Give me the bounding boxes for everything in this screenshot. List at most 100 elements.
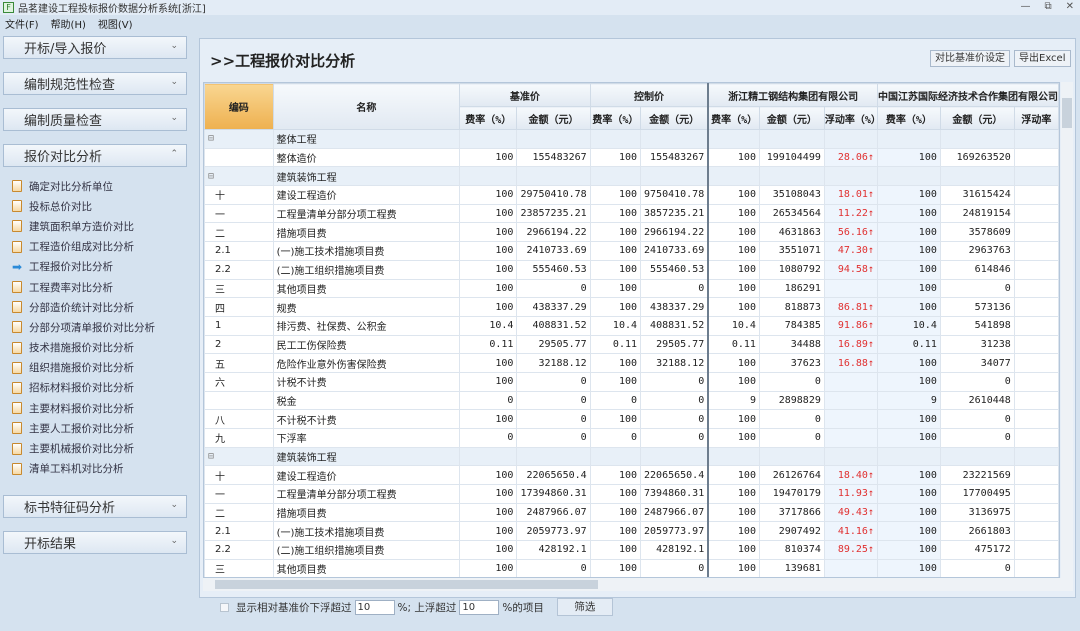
section-results[interactable]: 开标结果 ⌄ bbox=[3, 531, 187, 554]
table-row[interactable]: 2.2 (二)施工组织措施项目费 100 428192.1 100 428192.1 100… bbox=[204, 540, 1059, 560]
down-threshold-input[interactable]: 10 bbox=[354, 599, 395, 615]
expand-toggle-icon[interactable]: ⊟ bbox=[204, 446, 274, 467]
table-row[interactable]: 税金 0 0 0 0 9 2898829 9 2610448 bbox=[204, 390, 1059, 411]
cell-company2-float bbox=[1013, 558, 1059, 577]
vertical-scrollbar[interactable] bbox=[1061, 82, 1073, 578]
table-row[interactable]: 三其他项目费 100 0 100 0 100 139681 100 0 bbox=[204, 558, 1059, 577]
table-row[interactable]: 2.2 (二)施工组织措施项目费 100 555460.53 100 555460.53 1… bbox=[204, 259, 1059, 280]
table-row[interactable]: 十建设工程造价 100 29750410.78 100 9750410.78 100 351… bbox=[204, 185, 1059, 205]
table-row[interactable]: 十建设工程造价 100 22065650.4 100 22065650.4 100 2612… bbox=[204, 465, 1059, 486]
cell-company2-float bbox=[1013, 222, 1059, 243]
nav-item[interactable]: 工程费率对比分析 bbox=[12, 277, 155, 297]
nav-item[interactable]: 工程造价组成对比分析 bbox=[12, 237, 155, 257]
menu-help[interactable]: 帮助(H) bbox=[50, 20, 86, 31]
scroll-thumb[interactable] bbox=[215, 580, 598, 589]
cell-code: 八 bbox=[204, 409, 274, 429]
nav-item[interactable]: 分部造价统计对比分析 bbox=[12, 297, 155, 317]
show-filter-checkbox[interactable] bbox=[220, 602, 229, 612]
nav-item[interactable]: 清单工料机对比分析 bbox=[12, 459, 155, 479]
table-row[interactable]: 整体造价 100 155483267 100 155483267 100 199104499… bbox=[204, 147, 1059, 168]
section-price-compare[interactable]: 报价对比分析 ⌃ bbox=[3, 144, 187, 167]
nav-item-label: 分部造价统计对比分析 bbox=[29, 301, 134, 314]
table-row[interactable]: 八不计税不计费 100 0 100 0 100 0 100 0 bbox=[204, 409, 1059, 429]
cell-company1-amount: 199104499 bbox=[758, 147, 825, 168]
nav-item[interactable]: 主要机械报价对比分析 bbox=[12, 438, 155, 458]
nav-item[interactable]: 主要材料报价对比分析 bbox=[12, 398, 155, 418]
nav-item[interactable]: 技术措施报价对比分析 bbox=[12, 338, 155, 358]
horizontal-scrollbar[interactable] bbox=[203, 578, 1073, 591]
cell-baseline-rate: 100 bbox=[459, 222, 518, 243]
nav-item[interactable]: 分部分项清单报价对比分析 bbox=[12, 317, 155, 337]
cell-baseline-amount: 0 bbox=[516, 428, 591, 448]
cell-baseline-amount: 555460.53 bbox=[516, 259, 591, 280]
cell-company1-rate: 100 bbox=[707, 259, 760, 280]
cell-baseline-amount: 2059773.97 bbox=[516, 521, 591, 542]
nav-item[interactable]: 确定对比分析单位 bbox=[12, 176, 155, 196]
section-quality[interactable]: 编制质量检查 ⌄ bbox=[3, 108, 187, 131]
cell-company1-rate: 100 bbox=[707, 241, 760, 261]
table-row[interactable]: ⊟ 整体工程 bbox=[204, 129, 1059, 149]
table-row[interactable]: 五危险作业意外伤害保险费 100 32188.12 100 32188.12 100 376… bbox=[204, 353, 1059, 373]
cell-company1-rate: 100 bbox=[707, 297, 760, 317]
header-rate: 费率（%） bbox=[459, 106, 518, 130]
table-row[interactable]: 三其他项目费 100 0 100 0 100 186291 100 0 bbox=[204, 278, 1059, 299]
cell-company1-float: 18.40↑ bbox=[823, 465, 878, 486]
cell-name: 工程量清单分部分项工程费 bbox=[272, 203, 461, 224]
scroll-thumb[interactable] bbox=[1062, 98, 1072, 128]
nav-item[interactable]: 组织措施报价对比分析 bbox=[12, 358, 155, 378]
table-row[interactable]: ⊟ 建筑装饰工程 bbox=[204, 446, 1059, 467]
table-row[interactable]: 六计税不计费 100 0 100 0 100 0 100 0 bbox=[204, 371, 1059, 392]
nav-item[interactable]: 投标总价对比 bbox=[12, 196, 155, 216]
section-signature[interactable]: 标书特征码分析 ⌄ bbox=[3, 495, 187, 518]
nav-item[interactable]: 主要人工报价对比分析 bbox=[12, 418, 155, 438]
header-code[interactable]: 编码 bbox=[204, 83, 274, 130]
cell-company1-float: 89.25↑ bbox=[823, 540, 878, 560]
nav-item[interactable]: ➡ 工程报价对比分析 bbox=[12, 257, 155, 277]
document-icon bbox=[12, 462, 22, 475]
cell-company2-amount: 573136 bbox=[939, 297, 1015, 317]
cell-company2-rate: 100 bbox=[876, 353, 941, 373]
cell-company2-rate: 100 bbox=[876, 147, 941, 168]
header-float: 浮动率（%） bbox=[823, 106, 881, 130]
cell-company2-rate: 100 bbox=[876, 521, 941, 542]
table-row[interactable]: 2.1 (一)施工技术措施项目费 100 2410733.69 100 2410733.6… bbox=[204, 241, 1059, 261]
expand-toggle-icon[interactable]: ⊟ bbox=[204, 166, 274, 187]
cell-company1-amount: 784385 bbox=[758, 315, 825, 336]
nav-item[interactable]: 招标材料报价对比分析 bbox=[12, 378, 155, 398]
section-compliance[interactable]: 编制规范性检查 ⌄ bbox=[3, 72, 187, 95]
cell bbox=[707, 166, 760, 187]
cell-baseline-amount: 23857235.21 bbox=[516, 203, 591, 224]
restore-button[interactable]: ⧉ bbox=[1044, 1, 1052, 12]
table-row[interactable]: 二措施项目费 100 2487966.07 100 2487966.07 100 37178… bbox=[204, 502, 1059, 523]
minimize-button[interactable]: — bbox=[1020, 1, 1031, 12]
close-button[interactable]: ✕ bbox=[1065, 1, 1074, 12]
table-row[interactable]: 1 排污费、社保费、公积金 10.4 408831.52 10.4 408831.52 10… bbox=[204, 315, 1059, 336]
chevron-down-icon: ⌄ bbox=[170, 500, 178, 510]
section-label: 开标/导入报价 bbox=[24, 42, 107, 57]
table-row[interactable]: 九下浮率 0 0 0 0 100 0 100 0 bbox=[204, 428, 1059, 448]
table-row[interactable]: 2.1 (一)施工技术措施项目费 100 2059773.97 100 2059773.9… bbox=[204, 521, 1059, 542]
export-excel-button[interactable]: 导出Excel bbox=[1014, 50, 1071, 67]
section-open-bid[interactable]: 开标/导入报价 ⌄ bbox=[3, 36, 187, 59]
header-name[interactable]: 名称 bbox=[272, 83, 461, 130]
table-row[interactable]: 二措施项目费 100 2966194.22 100 2966194.22 100 46318… bbox=[204, 222, 1059, 243]
table-row[interactable]: 四规费 100 438337.29 100 438337.29 100 818873 86.8… bbox=[204, 297, 1059, 317]
cell-control-amount: 0 bbox=[640, 409, 709, 429]
cell-baseline-rate: 100 bbox=[459, 297, 518, 317]
cell-company1-float: 11.22↑ bbox=[823, 203, 878, 224]
nav-item[interactable]: 建筑面积单方造价对比 bbox=[12, 216, 155, 236]
cell-company2-rate: 10.4 bbox=[876, 315, 941, 336]
menu-file[interactable]: 文件(F) bbox=[5, 20, 39, 31]
up-threshold-input[interactable]: 10 bbox=[459, 599, 500, 615]
menu-view[interactable]: 视图(V) bbox=[97, 20, 133, 31]
baseline-settings-button[interactable]: 对比基准价设定 bbox=[930, 50, 1010, 67]
table-row[interactable]: 一工程量清单分部分项工程费 100 23857235.21 100 3857235.21… bbox=[204, 203, 1059, 224]
table-row[interactable]: 2 民工工伤保险费 0.11 29505.77 0.11 29505.77 0.11 3448… bbox=[204, 334, 1059, 355]
expand-toggle-icon[interactable]: ⊟ bbox=[204, 129, 274, 149]
cell-company1-amount: 818873 bbox=[758, 297, 825, 317]
header-amount: 金额（元） bbox=[758, 106, 825, 130]
table-row[interactable]: ⊟ 建筑装饰工程 bbox=[204, 166, 1059, 187]
filter-button[interactable]: 筛选 bbox=[556, 598, 613, 616]
cell-code: 2 bbox=[204, 334, 274, 355]
table-row[interactable]: 一工程量清单分部分项工程费 100 17394860.31 100 7394860.31… bbox=[204, 484, 1059, 504]
